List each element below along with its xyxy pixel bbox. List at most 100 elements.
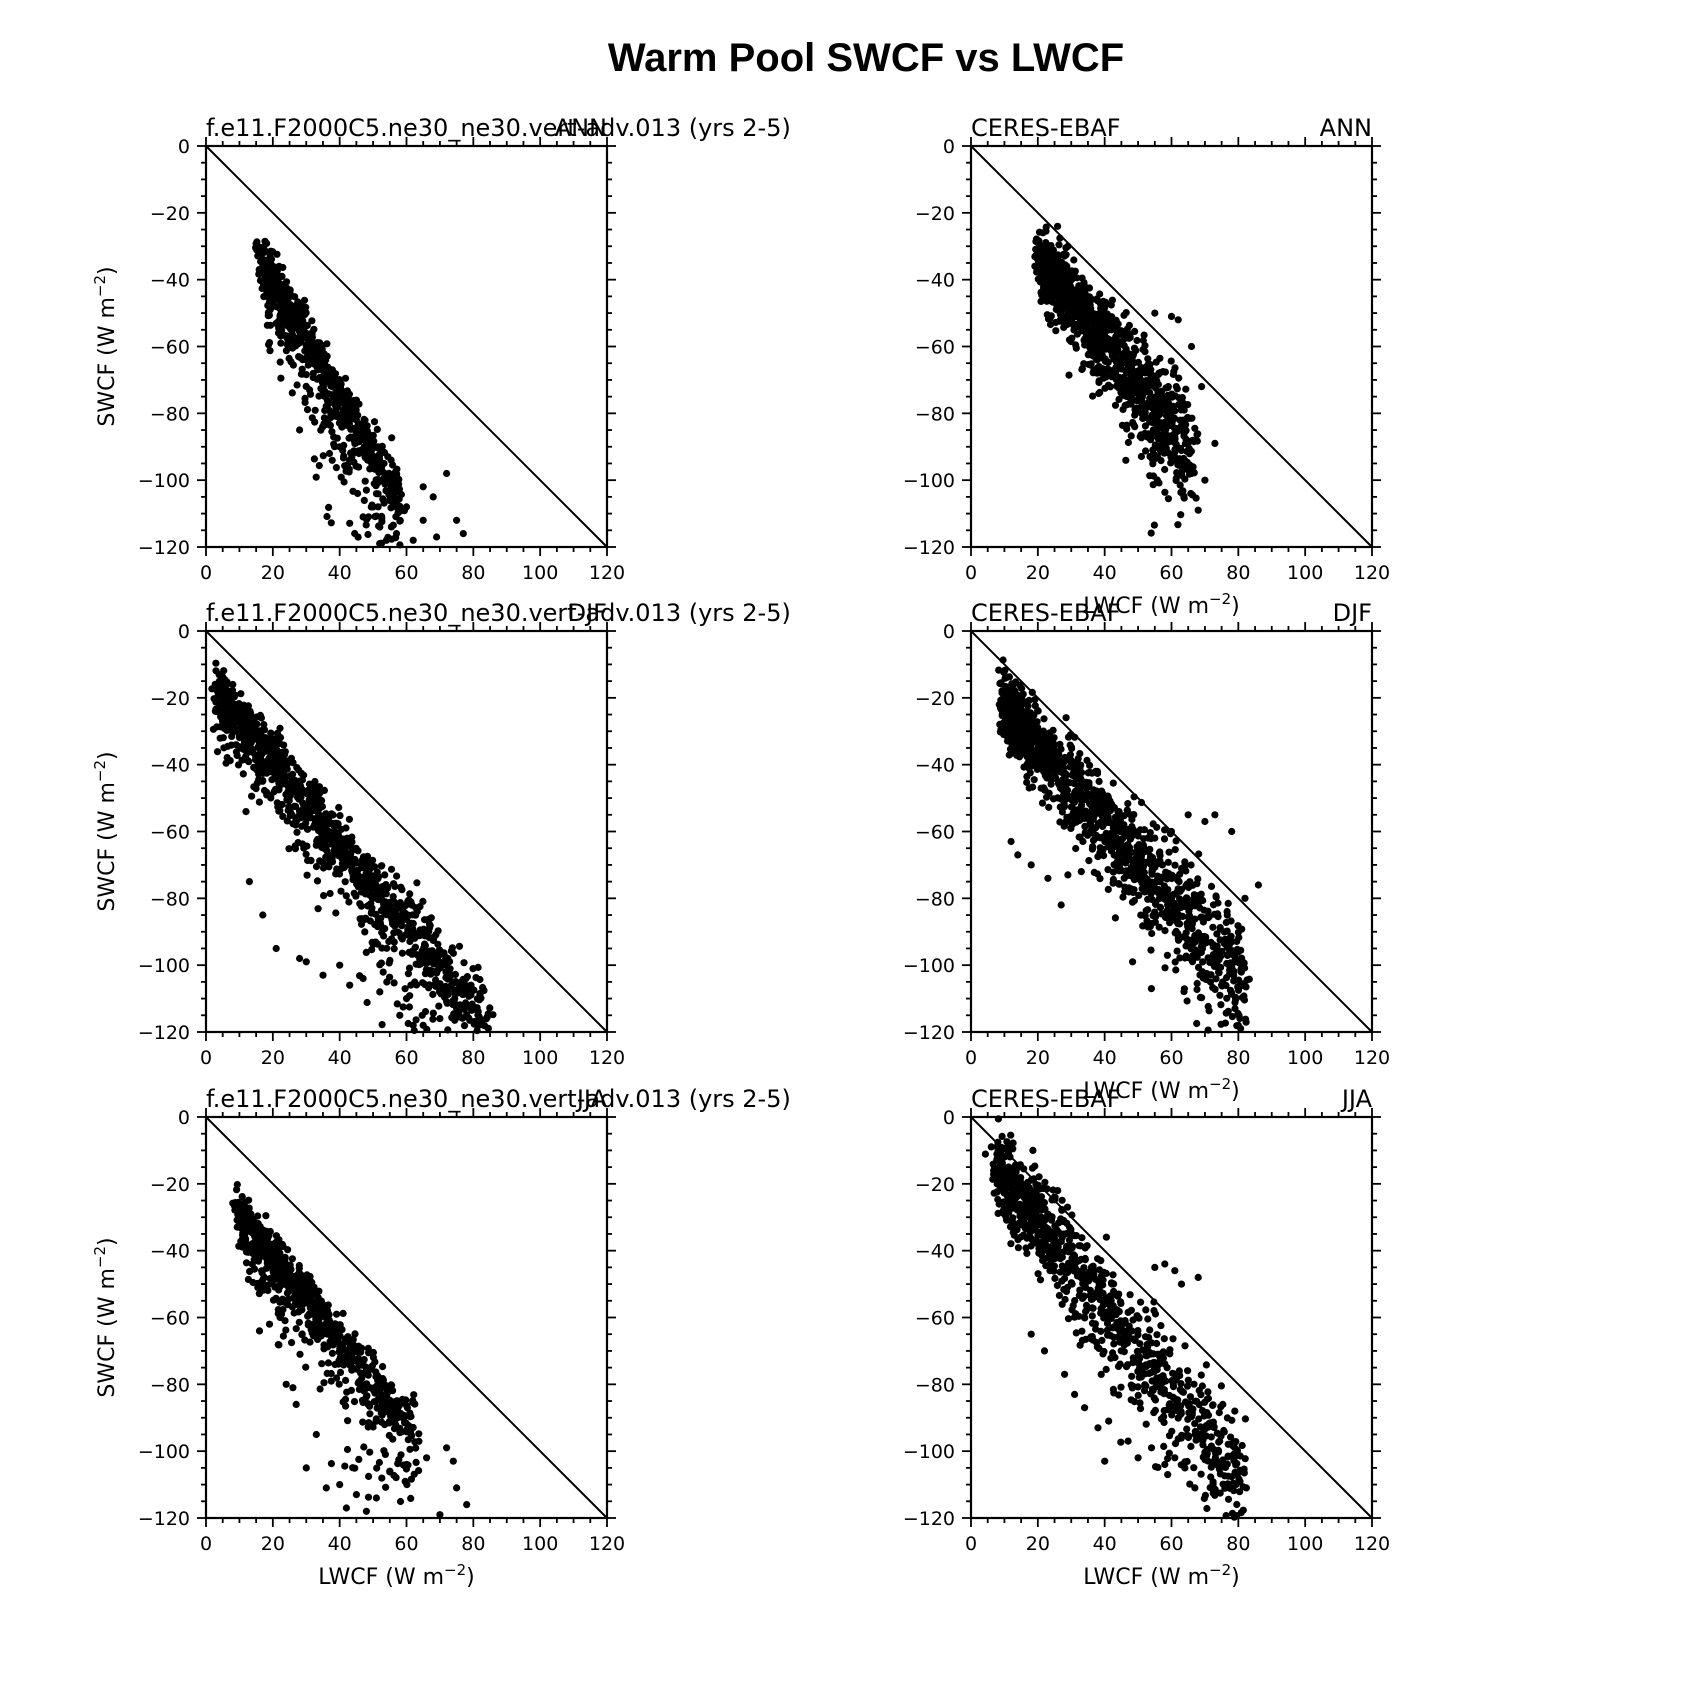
scatter-point	[1136, 863, 1144, 871]
scatter-point	[1176, 870, 1184, 878]
scatter-point	[226, 757, 234, 765]
scatter-point	[354, 489, 362, 498]
scatter-point	[1146, 922, 1154, 931]
scatter-point	[1137, 452, 1145, 461]
scatter-point	[228, 686, 237, 694]
scatter-point	[355, 872, 363, 880]
scatter-point	[1042, 769, 1050, 777]
scatter-point	[1167, 459, 1175, 467]
scatter-point	[1242, 983, 1250, 991]
scatter-point	[301, 788, 309, 796]
scatter-point	[1133, 336, 1141, 345]
scatter-point	[236, 743, 244, 751]
scatter-point	[1136, 826, 1144, 834]
scatter-points	[252, 237, 467, 549]
scatter-point	[1114, 820, 1122, 828]
scatter-point	[297, 301, 305, 309]
scatter-point	[1076, 790, 1084, 798]
scatter-point	[381, 885, 389, 893]
scatter-point	[1109, 779, 1117, 787]
scatter-point	[1157, 442, 1165, 450]
scatter-point	[316, 357, 324, 365]
scatter-point	[1152, 393, 1160, 401]
scatter-point	[440, 990, 449, 998]
scatter-point	[416, 955, 424, 963]
scatter-point	[319, 452, 327, 460]
scatter-point	[1030, 776, 1038, 784]
scatter-point	[321, 373, 330, 381]
scatter-point	[449, 949, 457, 957]
scatter-point	[1191, 424, 1199, 432]
scatter-point	[401, 985, 409, 993]
scatter-point	[1072, 344, 1080, 352]
scatter-point	[1139, 336, 1147, 345]
scatter-point	[1160, 835, 1169, 843]
scatter-point	[1000, 668, 1008, 677]
scatter-point	[1156, 878, 1164, 886]
scatter-point	[1126, 835, 1134, 843]
scatter-point	[370, 418, 379, 426]
scatter-point	[1021, 735, 1029, 744]
scatter-point	[1194, 430, 1202, 438]
scatter-point	[998, 712, 1006, 720]
scatter-point	[424, 950, 432, 958]
scatter-point	[404, 897, 412, 905]
scatter-point	[1168, 894, 1176, 902]
scatter-point	[1114, 807, 1122, 816]
scatter-point	[1156, 859, 1164, 868]
scatter-point	[1149, 398, 1157, 406]
scatter-point	[1182, 952, 1190, 960]
scatter-point	[328, 855, 336, 863]
scatter-point	[336, 812, 344, 820]
scatter-point	[271, 735, 279, 743]
scatter-point	[308, 317, 316, 325]
scatter-point	[300, 803, 309, 811]
y-tick-label: 0	[178, 136, 190, 158]
scatter-point	[1172, 927, 1180, 936]
scatter-point	[375, 452, 384, 460]
scatter-point	[1123, 806, 1131, 814]
x-tick-label: 120	[589, 1047, 625, 1069]
scatter-points	[208, 659, 497, 1035]
scatter-point	[313, 877, 322, 885]
scatter-point	[286, 317, 294, 325]
scatter-point	[292, 802, 300, 811]
x-tick-label: 20	[261, 1047, 285, 1069]
scatter-point	[1187, 447, 1195, 455]
scatter-point	[1131, 327, 1139, 335]
x-tick-label: 80	[461, 562, 485, 584]
scatter-point	[333, 434, 341, 442]
scatter-point	[1096, 311, 1104, 320]
scatter-point	[1157, 431, 1165, 440]
scatter-point	[369, 503, 377, 511]
scatter-point	[1042, 242, 1050, 250]
scatter-point	[402, 995, 411, 1003]
scatter-point	[303, 406, 312, 414]
scatter-point	[1066, 282, 1074, 290]
scatter-point	[1222, 918, 1230, 927]
scatter-point	[328, 456, 336, 464]
scatter-point	[257, 714, 265, 722]
scatter-point	[1079, 298, 1087, 306]
scatter-point	[1147, 835, 1155, 843]
scatter-point	[321, 392, 329, 401]
scatter-point	[1050, 260, 1058, 268]
scatter-point	[260, 721, 268, 729]
scatter-point	[1187, 342, 1196, 351]
scatter-point	[252, 244, 260, 252]
scatter-point	[373, 868, 381, 876]
scatter-point	[1235, 933, 1243, 942]
scatter-point	[373, 425, 381, 433]
scatter-point	[412, 911, 420, 919]
scatter-point	[1211, 439, 1219, 447]
scatter-point	[1071, 806, 1079, 814]
scatter-point	[1224, 899, 1232, 908]
scatter-point	[454, 987, 462, 995]
scatter-point	[1040, 715, 1048, 723]
scatter-point	[1160, 396, 1168, 404]
scatter-point	[209, 725, 217, 733]
scatter-point	[389, 893, 397, 901]
scatter-point	[267, 268, 275, 276]
scatter-point	[319, 971, 327, 979]
scatter-point	[1028, 751, 1036, 759]
